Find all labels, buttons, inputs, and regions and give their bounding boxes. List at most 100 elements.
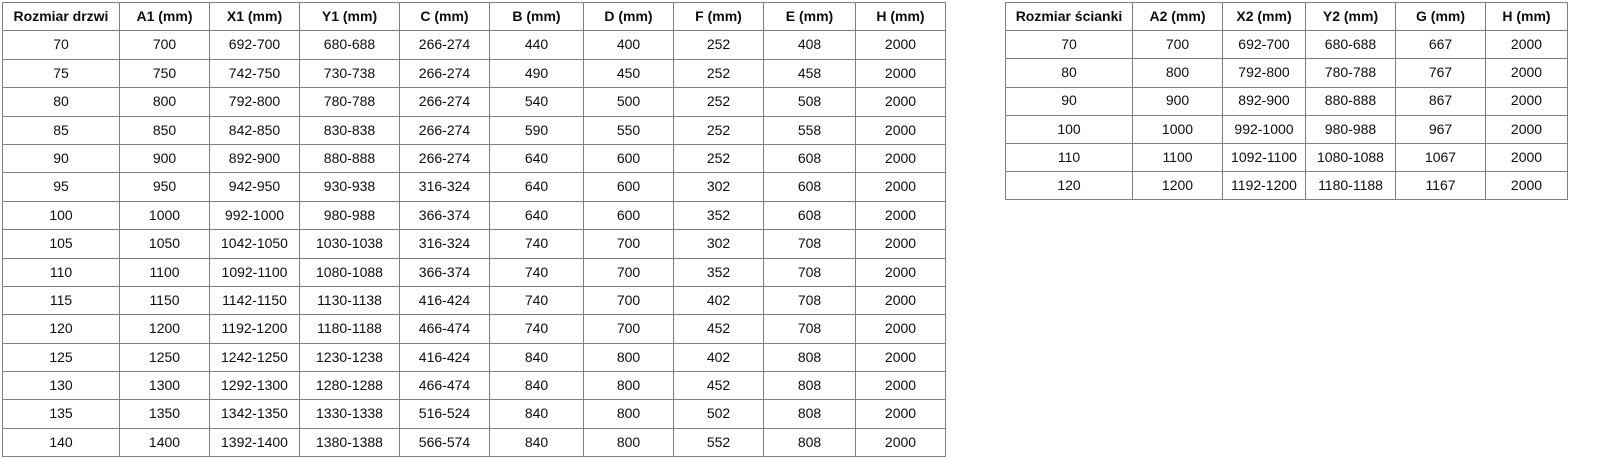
table-row: 120 1200 1192-1200 1180-1188 466-474 740 700 45… <box>2 314 946 344</box>
table-row: 70 700 692-700 680-688 266-274 440 400 252 408 20… <box>2 30 946 60</box>
table-cell: 700 <box>583 314 674 344</box>
table-cell: 2000 <box>1485 30 1568 60</box>
table-cell: 2000 <box>855 143 946 174</box>
row-size-label: 140 <box>2 427 120 458</box>
table-cell: 2000 <box>855 58 946 89</box>
column-header: H (mm) <box>855 1 946 32</box>
table-cell: 252 <box>673 115 764 145</box>
table-cell: 1192-1200 <box>1222 171 1306 201</box>
table-cell: 740 <box>489 257 584 287</box>
table-cell: 742-750 <box>209 58 300 89</box>
table-header-row: Rozmiar drzwi A1 (mm) X1 (mm) Y1 (mm) C (mm)… <box>2 1 946 32</box>
table-cell: 700 <box>1132 30 1223 60</box>
table-cell: 2000 <box>855 427 946 458</box>
table-cell: 1080-1088 <box>1305 142 1396 173</box>
table-cell: 540 <box>489 87 584 117</box>
row-size-label: 95 <box>2 172 120 202</box>
row-size-label: 125 <box>2 342 120 373</box>
table-cell: 352 <box>673 257 764 287</box>
row-size-label: 85 <box>2 115 120 145</box>
table-cell: 2000 <box>855 342 946 373</box>
table-cell: 1142-1150 <box>209 285 300 316</box>
column-header: Rozmiar ścianki <box>1005 1 1133 32</box>
table-cell: 1192-1200 <box>209 314 300 344</box>
wall-table-body: 70 700 692-700 680-688 667 2000 80 800 792-800 78… <box>1005 30 1568 201</box>
table-cell: 2000 <box>1485 171 1568 201</box>
table-cell: 700 <box>583 229 674 259</box>
table-cell: 740 <box>489 285 584 316</box>
table-cell: 780-788 <box>299 87 400 117</box>
table-cell: 792-800 <box>209 87 300 117</box>
table-cell: 967 <box>1395 114 1486 144</box>
table-cell: 302 <box>673 229 764 259</box>
column-header: F (mm) <box>673 1 764 32</box>
table-row: 95 950 942-950 930-938 316-324 640 600 302 608 20… <box>2 172 946 202</box>
table-cell: 316-324 <box>399 229 490 259</box>
table-cell: 566-574 <box>399 427 490 458</box>
table-row: 75 750 742-750 730-738 266-274 490 450 252 458 20… <box>2 58 946 89</box>
table-cell: 552 <box>673 427 764 458</box>
column-header: E (mm) <box>763 1 856 32</box>
table-cell: 1180-1188 <box>1305 171 1396 201</box>
table-cell: 600 <box>583 200 674 231</box>
table-cell: 1150 <box>119 285 210 316</box>
table-cell: 808 <box>763 399 856 429</box>
table-cell: 1200 <box>1132 171 1223 201</box>
table-cell: 700 <box>119 30 210 60</box>
table-row: 110 1100 1092-1100 1080-1088 1067 2000 <box>1005 142 1568 173</box>
column-header: Y2 (mm) <box>1305 1 1396 32</box>
table-row: 85 850 842-850 830-838 266-274 590 550 252 558 20… <box>2 115 946 145</box>
table-cell: 266-274 <box>399 143 490 174</box>
table-cell: 2000 <box>855 115 946 145</box>
table-cell: 900 <box>1132 86 1223 116</box>
table-cell: 950 <box>119 172 210 202</box>
row-size-label: 70 <box>2 30 120 60</box>
table-cell: 1167 <box>1395 171 1486 201</box>
table-cell: 2000 <box>855 399 946 429</box>
table-cell: 502 <box>673 399 764 429</box>
table-cell: 867 <box>1395 86 1486 116</box>
table-cell: 708 <box>763 285 856 316</box>
table-cell: 1350 <box>119 399 210 429</box>
table-cell: 680-688 <box>1305 30 1396 60</box>
table-cell: 452 <box>673 371 764 401</box>
table-cell: 840 <box>489 427 584 458</box>
table-row: 100 1000 992-1000 980-988 967 2000 <box>1005 114 1568 144</box>
column-header: C (mm) <box>399 1 490 32</box>
table-cell: 667 <box>1395 30 1486 60</box>
table-cell: 316-324 <box>399 172 490 202</box>
table-cell: 942-950 <box>209 172 300 202</box>
table-cell: 640 <box>489 143 584 174</box>
table-row: 105 1050 1042-1050 1030-1038 316-324 740 700 30… <box>2 229 946 259</box>
table-cell: 252 <box>673 58 764 89</box>
column-header: X1 (mm) <box>209 1 300 32</box>
table-cell: 466-474 <box>399 314 490 344</box>
table-cell: 2000 <box>1485 142 1568 173</box>
table-cell: 840 <box>489 371 584 401</box>
row-size-label: 100 <box>1005 114 1133 144</box>
table-cell: 490 <box>489 58 584 89</box>
table-cell: 600 <box>583 172 674 202</box>
table-cell: 252 <box>673 143 764 174</box>
table-cell: 1067 <box>1395 142 1486 173</box>
table-cell: 400 <box>583 30 674 60</box>
table-cell: 930-938 <box>299 172 400 202</box>
table-cell: 2000 <box>1485 58 1568 88</box>
table-cell: 708 <box>763 257 856 287</box>
column-header: D (mm) <box>583 1 674 32</box>
table-cell: 416-424 <box>399 342 490 373</box>
door-table-header: Rozmiar drzwi A1 (mm) X1 (mm) Y1 (mm) C (mm)… <box>2 1 946 32</box>
table-cell: 500 <box>583 87 674 117</box>
table-row: 120 1200 1192-1200 1180-1188 1167 2000 <box>1005 171 1568 201</box>
table-cell: 1250 <box>119 342 210 373</box>
table-cell: 1392-1400 <box>209 427 300 458</box>
table-cell: 2000 <box>855 314 946 344</box>
table-cell: 1292-1300 <box>209 371 300 401</box>
table-cell: 992-1000 <box>1222 114 1306 144</box>
table-header-row: Rozmiar ścianki A2 (mm) X2 (mm) Y2 (mm) G (m… <box>1005 1 1568 32</box>
table-cell: 800 <box>583 427 674 458</box>
row-size-label: 110 <box>1005 142 1133 173</box>
table-cell: 740 <box>489 229 584 259</box>
table-cell: 266-274 <box>399 30 490 60</box>
